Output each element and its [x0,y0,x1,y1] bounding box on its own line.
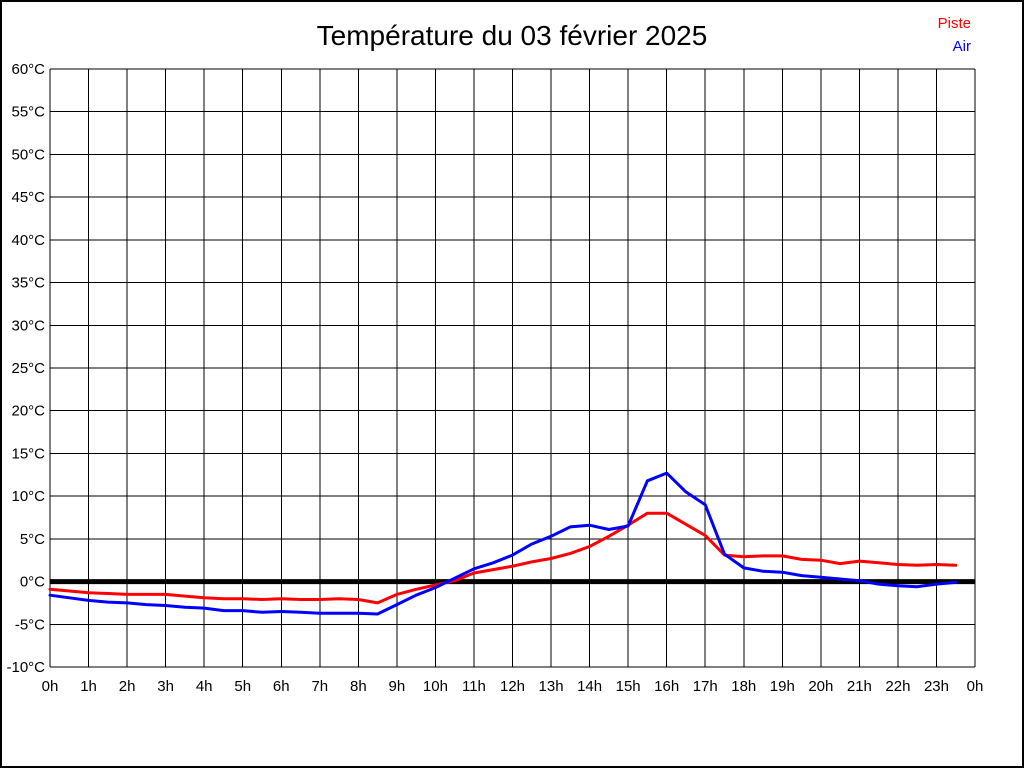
x-tick-label: 16h [654,678,679,695]
x-tick-label: 0h [967,678,984,695]
x-tick-label: 7h [311,678,328,695]
legend-item-piste: Piste [937,15,971,32]
y-tick-label: 45°C [11,189,45,206]
piste-line [48,511,958,605]
x-tick-label: 23h [924,678,949,695]
x-tick-label: 8h [350,678,367,695]
chart-title: Température du 03 février 2025 [316,20,708,51]
y-tick-label: 35°C [11,275,45,292]
y-tick-label: 30°C [11,317,45,334]
x-tick-label: 2h [119,678,136,695]
x-tick-label: 3h [157,678,174,695]
x-tick-label: 17h [693,678,718,695]
y-tick-label: -5°C [15,616,45,633]
x-tick-label: 9h [389,678,406,695]
x-tick-label: 22h [885,678,910,695]
y-tick-label: -10°C [6,659,45,676]
y-tick-label: 5°C [20,531,45,548]
y-tick-label: 40°C [11,232,45,249]
y-tick-label: 60°C [11,61,45,78]
x-axis-labels: 0h 1h 2h 3h 4h 5h 6h 7h 8h 9h 10h 11h 12h 13h 14h 15h 16… [42,678,984,695]
x-tick-label: 10h [423,678,448,695]
y-tick-label: 15°C [11,445,45,462]
y-tick-label: 55°C [11,104,45,121]
y-axis-labels: 60°C 55°C 50°C 45°C 40°C 35°C 30°C 25°C 20°C 15°C… [6,61,45,676]
x-tick-label: 1h [80,678,97,695]
x-tick-label: 18h [731,678,756,695]
x-tick-label: 5h [234,678,251,695]
x-tick-label: 12h [500,678,525,695]
x-tick-label: 0h [42,678,59,695]
x-tick-label: 21h [847,678,872,695]
air-line [48,471,958,616]
x-tick-label: 20h [808,678,833,695]
x-tick-label: 4h [196,678,213,695]
x-tick-label: 11h [462,678,486,695]
y-tick-label: 20°C [11,403,45,420]
x-tick-label: 13h [539,678,564,695]
y-tick-label: 25°C [11,360,45,377]
y-tick-label: 0°C [20,574,45,591]
chart-legend: Piste Air [938,12,971,58]
legend-item-air: Air [952,38,971,55]
y-tick-label: 10°C [11,488,45,505]
x-tick-label: 19h [770,678,795,695]
y-tick-label: 50°C [11,146,45,163]
x-tick-label: 6h [273,678,290,695]
x-tick-label: 14h [577,678,602,695]
x-tick-label: 15h [616,678,641,695]
